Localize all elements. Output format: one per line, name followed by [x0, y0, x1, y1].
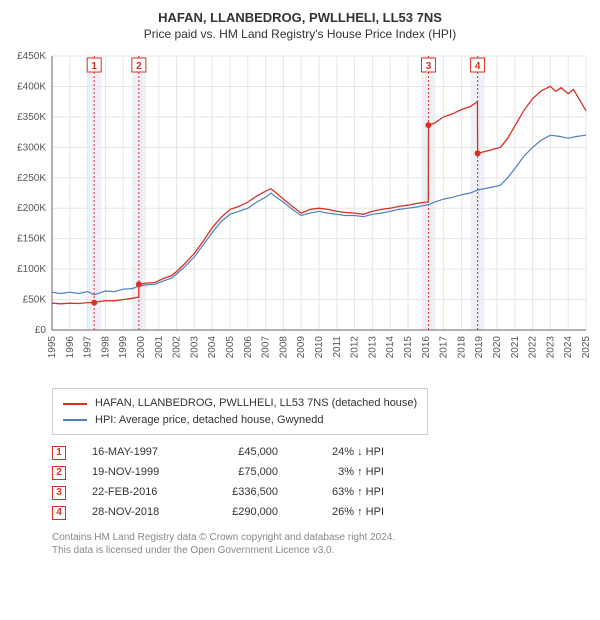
svg-text:4: 4: [475, 61, 481, 72]
transaction-marker: 4: [52, 506, 66, 520]
svg-text:2018: 2018: [456, 336, 467, 359]
transaction-diff: 26% ↑ HPI: [304, 503, 384, 523]
transaction-date: 22-FEB-2016: [92, 483, 182, 503]
transaction-row: 2 19-NOV-1999 £75,000 3% ↑ HPI: [52, 463, 592, 483]
svg-text:1995: 1995: [47, 336, 58, 359]
svg-text:£50K: £50K: [23, 295, 47, 306]
svg-text:2017: 2017: [439, 336, 450, 359]
transaction-price: £75,000: [208, 463, 278, 483]
legend-label: HAFAN, LLANBEDROG, PWLLHELI, LL53 7NS (d…: [95, 395, 417, 412]
svg-text:£250K: £250K: [17, 173, 46, 184]
legend-row: HPI: Average price, detached house, Gwyn…: [63, 412, 417, 429]
transaction-marker: 2: [52, 466, 66, 480]
chart-svg: £0 £50K £100K £150K £200K £250K £300K £350K £400…: [8, 48, 592, 378]
chart-plot: £0 £50K £100K £150K £200K £250K £300K £350K £400…: [8, 48, 592, 378]
svg-text:2023: 2023: [545, 336, 556, 359]
svg-text:£450K: £450K: [17, 51, 46, 62]
attribution-footer: Contains HM Land Registry data © Crown c…: [52, 531, 592, 558]
footer-line2: This data is licensed under the Open Gov…: [52, 544, 592, 558]
svg-text:1996: 1996: [65, 336, 76, 359]
svg-text:1999: 1999: [118, 336, 129, 359]
legend-row: HAFAN, LLANBEDROG, PWLLHELI, LL53 7NS (d…: [63, 395, 417, 412]
svg-text:2004: 2004: [207, 336, 218, 359]
svg-text:£100K: £100K: [17, 265, 46, 276]
svg-text:£200K: £200K: [17, 204, 46, 215]
transaction-row: 3 22-FEB-2016 £336,500 63% ↑ HPI: [52, 483, 592, 503]
transaction-diff: 3% ↑ HPI: [304, 463, 384, 483]
svg-text:2009: 2009: [296, 336, 307, 359]
transaction-row: 1 16-MAY-1997 £45,000 24% ↓ HPI: [52, 443, 592, 463]
svg-text:2019: 2019: [474, 336, 485, 359]
transaction-marker: 3: [52, 486, 66, 500]
transactions-table: 1 16-MAY-1997 £45,000 24% ↓ HPI 2 19-NOV-1999…: [52, 443, 592, 522]
svg-text:£350K: £350K: [17, 112, 46, 123]
svg-text:£300K: £300K: [17, 143, 46, 154]
legend-swatch: [63, 403, 87, 405]
svg-text:2007: 2007: [261, 336, 272, 359]
transaction-price: £336,500: [208, 483, 278, 503]
svg-text:2014: 2014: [385, 336, 396, 359]
svg-text:2000: 2000: [136, 336, 147, 359]
svg-text:2025: 2025: [581, 336, 592, 359]
svg-text:2005: 2005: [225, 336, 236, 359]
svg-text:2024: 2024: [563, 336, 574, 359]
svg-text:£150K: £150K: [17, 234, 46, 245]
svg-text:2013: 2013: [367, 336, 378, 359]
svg-text:2011: 2011: [332, 336, 343, 358]
svg-text:2020: 2020: [492, 336, 503, 359]
svg-text:£0: £0: [35, 325, 47, 336]
svg-text:2001: 2001: [154, 336, 165, 359]
footer-line1: Contains HM Land Registry data © Crown c…: [52, 531, 592, 545]
svg-text:2008: 2008: [278, 336, 289, 359]
transaction-date: 28-NOV-2018: [92, 503, 182, 523]
chart-container: HAFAN, LLANBEDROG, PWLLHELI, LL53 7NS Pr…: [0, 0, 600, 620]
transaction-date: 16-MAY-1997: [92, 443, 182, 463]
svg-text:3: 3: [426, 61, 432, 72]
svg-text:2010: 2010: [314, 336, 325, 359]
svg-text:1998: 1998: [100, 336, 111, 359]
transaction-diff: 24% ↓ HPI: [304, 443, 384, 463]
legend: HAFAN, LLANBEDROG, PWLLHELI, LL53 7NS (d…: [52, 388, 428, 435]
svg-text:1997: 1997: [83, 336, 94, 359]
svg-text:2022: 2022: [528, 336, 539, 359]
svg-text:2012: 2012: [350, 336, 361, 359]
svg-text:2015: 2015: [403, 336, 414, 359]
svg-text:1: 1: [91, 61, 97, 72]
title-block: HAFAN, LLANBEDROG, PWLLHELI, LL53 7NS Pr…: [8, 10, 592, 42]
transaction-price: £45,000: [208, 443, 278, 463]
svg-text:2003: 2003: [189, 336, 200, 359]
transaction-row: 4 28-NOV-2018 £290,000 26% ↑ HPI: [52, 503, 592, 523]
chart-subtitle: Price paid vs. HM Land Registry's House …: [8, 27, 592, 43]
svg-text:2: 2: [136, 61, 142, 72]
svg-text:2016: 2016: [421, 336, 432, 359]
transaction-date: 19-NOV-1999: [92, 463, 182, 483]
chart-title: HAFAN, LLANBEDROG, PWLLHELI, LL53 7NS: [8, 10, 592, 27]
svg-text:2006: 2006: [243, 336, 254, 359]
transaction-diff: 63% ↑ HPI: [304, 483, 384, 503]
transaction-marker: 1: [52, 446, 66, 460]
svg-text:£400K: £400K: [17, 82, 46, 93]
svg-text:2021: 2021: [510, 336, 521, 359]
transaction-price: £290,000: [208, 503, 278, 523]
svg-text:2002: 2002: [172, 336, 183, 359]
legend-swatch: [63, 419, 87, 421]
legend-label: HPI: Average price, detached house, Gwyn…: [95, 412, 324, 429]
